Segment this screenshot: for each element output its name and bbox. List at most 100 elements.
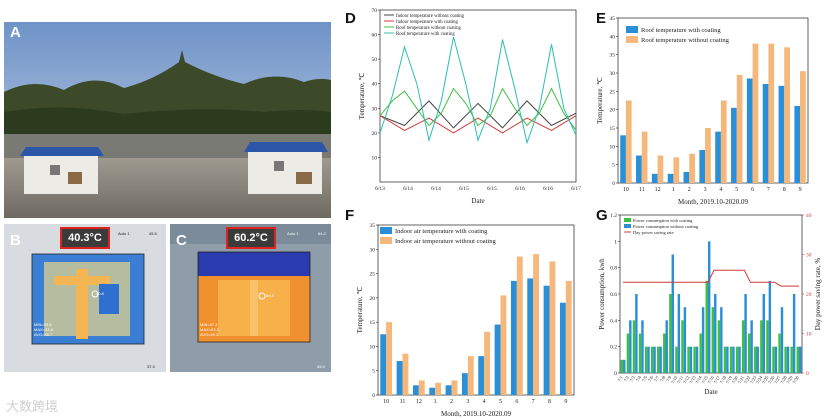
- e-bar: [657, 155, 664, 183]
- g-bar: [671, 254, 674, 373]
- g-bar: [741, 320, 745, 373]
- e-bar: [620, 135, 626, 183]
- g-xtick-label: 7/21: [737, 375, 745, 384]
- g-bar: [657, 346, 660, 373]
- e-bar: [794, 106, 801, 183]
- g-bar: [738, 346, 741, 373]
- g-rtick-label: 30: [806, 253, 812, 259]
- e-bar: [651, 173, 658, 183]
- f-legend-label: Indoor air temperature without coating: [395, 238, 496, 245]
- g-bar: [756, 346, 759, 373]
- g-bar: [732, 346, 735, 373]
- e-legend-swatch: [626, 26, 638, 33]
- corner-value-c: 45.9: [317, 364, 325, 369]
- rooftop-photo: [4, 22, 331, 218]
- d-xlabel: Date: [471, 197, 484, 205]
- f-ytick-label: 5: [372, 369, 375, 375]
- g-bar: [681, 320, 684, 373]
- d-series-line: [379, 36, 577, 145]
- g-rtick-label: 40: [806, 213, 812, 219]
- g-xtick-label: 7/1: [617, 375, 624, 382]
- d-series-line: [379, 87, 577, 131]
- d-plot-frame: [379, 9, 577, 183]
- f-xtick-label: 11: [400, 399, 406, 405]
- g-bar: [750, 320, 753, 373]
- e-bar: [784, 47, 790, 184]
- e-bar: [673, 157, 680, 183]
- chart-g: 0 0.2 0.4 0.6 0.8 1 1.2 Power consumption, kwh D…: [598, 213, 822, 396]
- g-bar: [760, 320, 763, 373]
- g-bar: [705, 280, 708, 373]
- stats-max-c: MAX=63.2: [200, 327, 219, 332]
- g-xtick-label: 7/19: [725, 374, 734, 384]
- g-bar: [707, 241, 711, 373]
- g-xtick-label: 7/24: [755, 374, 764, 384]
- g-bar: [653, 346, 656, 373]
- g-bar: [647, 346, 650, 373]
- panel-label-c: C: [176, 232, 187, 249]
- g-xtick-label: 7/3: [629, 374, 637, 382]
- g-bar: [632, 320, 636, 373]
- d-ytick-label: 70: [372, 8, 378, 14]
- e-xtick-label: 9: [799, 187, 802, 193]
- f-xtick-label: 9: [564, 399, 567, 405]
- f-xtick-label: 10: [383, 399, 389, 405]
- g-bar: [650, 346, 654, 373]
- d-legend-label: Roof temperature with coating: [396, 32, 455, 37]
- d-xtick-label: 6/14: [431, 186, 441, 192]
- g-bar: [701, 307, 705, 373]
- g-xtick-label: 7/7: [653, 374, 661, 382]
- g-xtick-label: 7/22: [743, 375, 751, 384]
- g-bar: [677, 294, 681, 373]
- g-xtick-label: 7/12: [682, 375, 690, 384]
- g-xtick-label: 7/29: [785, 374, 794, 384]
- f-bar: [543, 285, 550, 395]
- g-xtick-label: 7/16: [707, 374, 716, 384]
- g-xtick-label: 7/11: [676, 375, 684, 384]
- g-bar: [790, 346, 793, 373]
- f-ytick-label: 30: [370, 247, 376, 253]
- e-xtick-label: 1: [672, 187, 675, 193]
- e-bar: [689, 153, 695, 183]
- e-bar: [705, 128, 711, 183]
- f-xtick-label: 3: [466, 399, 469, 405]
- panel-label-f: F: [345, 207, 355, 224]
- e-bar: [778, 85, 785, 183]
- g-xtick-label: 7/8: [659, 374, 667, 382]
- e-legend-label: Roof temperature with coating: [641, 27, 721, 34]
- e-ytick-label: 0: [612, 181, 615, 187]
- f-bar: [516, 256, 523, 395]
- f-ytick-label: 15: [370, 320, 376, 326]
- panel-label-e: E: [596, 10, 607, 27]
- e-bar: [715, 131, 721, 183]
- g-bar: [723, 346, 727, 373]
- g-bar: [659, 346, 662, 373]
- g-bar: [768, 280, 772, 373]
- g-bar: [641, 320, 644, 373]
- g-bar: [772, 346, 775, 373]
- e-legend-swatch: [626, 36, 638, 43]
- f-bar: [380, 334, 387, 395]
- d-ytick-label: 20: [372, 131, 378, 137]
- g-xtick-label: 7/10: [670, 374, 679, 384]
- photo-panel-a: [4, 22, 331, 218]
- auto-value-c: 64.2: [318, 231, 326, 236]
- f-xtick-label: 5: [499, 399, 502, 405]
- f-bar: [478, 356, 485, 395]
- f-bar: [559, 302, 566, 395]
- g-bar: [774, 346, 778, 373]
- f-bar: [429, 387, 436, 395]
- g-legend-label: Power consumption without coating: [633, 224, 699, 229]
- g-ytick-label: 0.8: [610, 266, 617, 272]
- d-xtick-label: 6/14: [403, 186, 413, 192]
- e-xtick-label: 12: [655, 187, 661, 193]
- e-bar: [683, 172, 690, 183]
- temperature-box-c: 60.2°C: [226, 227, 276, 249]
- watermark: 大数跨境: [6, 400, 59, 415]
- f-ytick-label: 10: [370, 344, 376, 350]
- chart-d: 10 20 30 40 50 60 70 Temperature, ℃ Date 6/13 6/14…: [358, 8, 581, 205]
- d-ytick-label: 10: [372, 155, 378, 161]
